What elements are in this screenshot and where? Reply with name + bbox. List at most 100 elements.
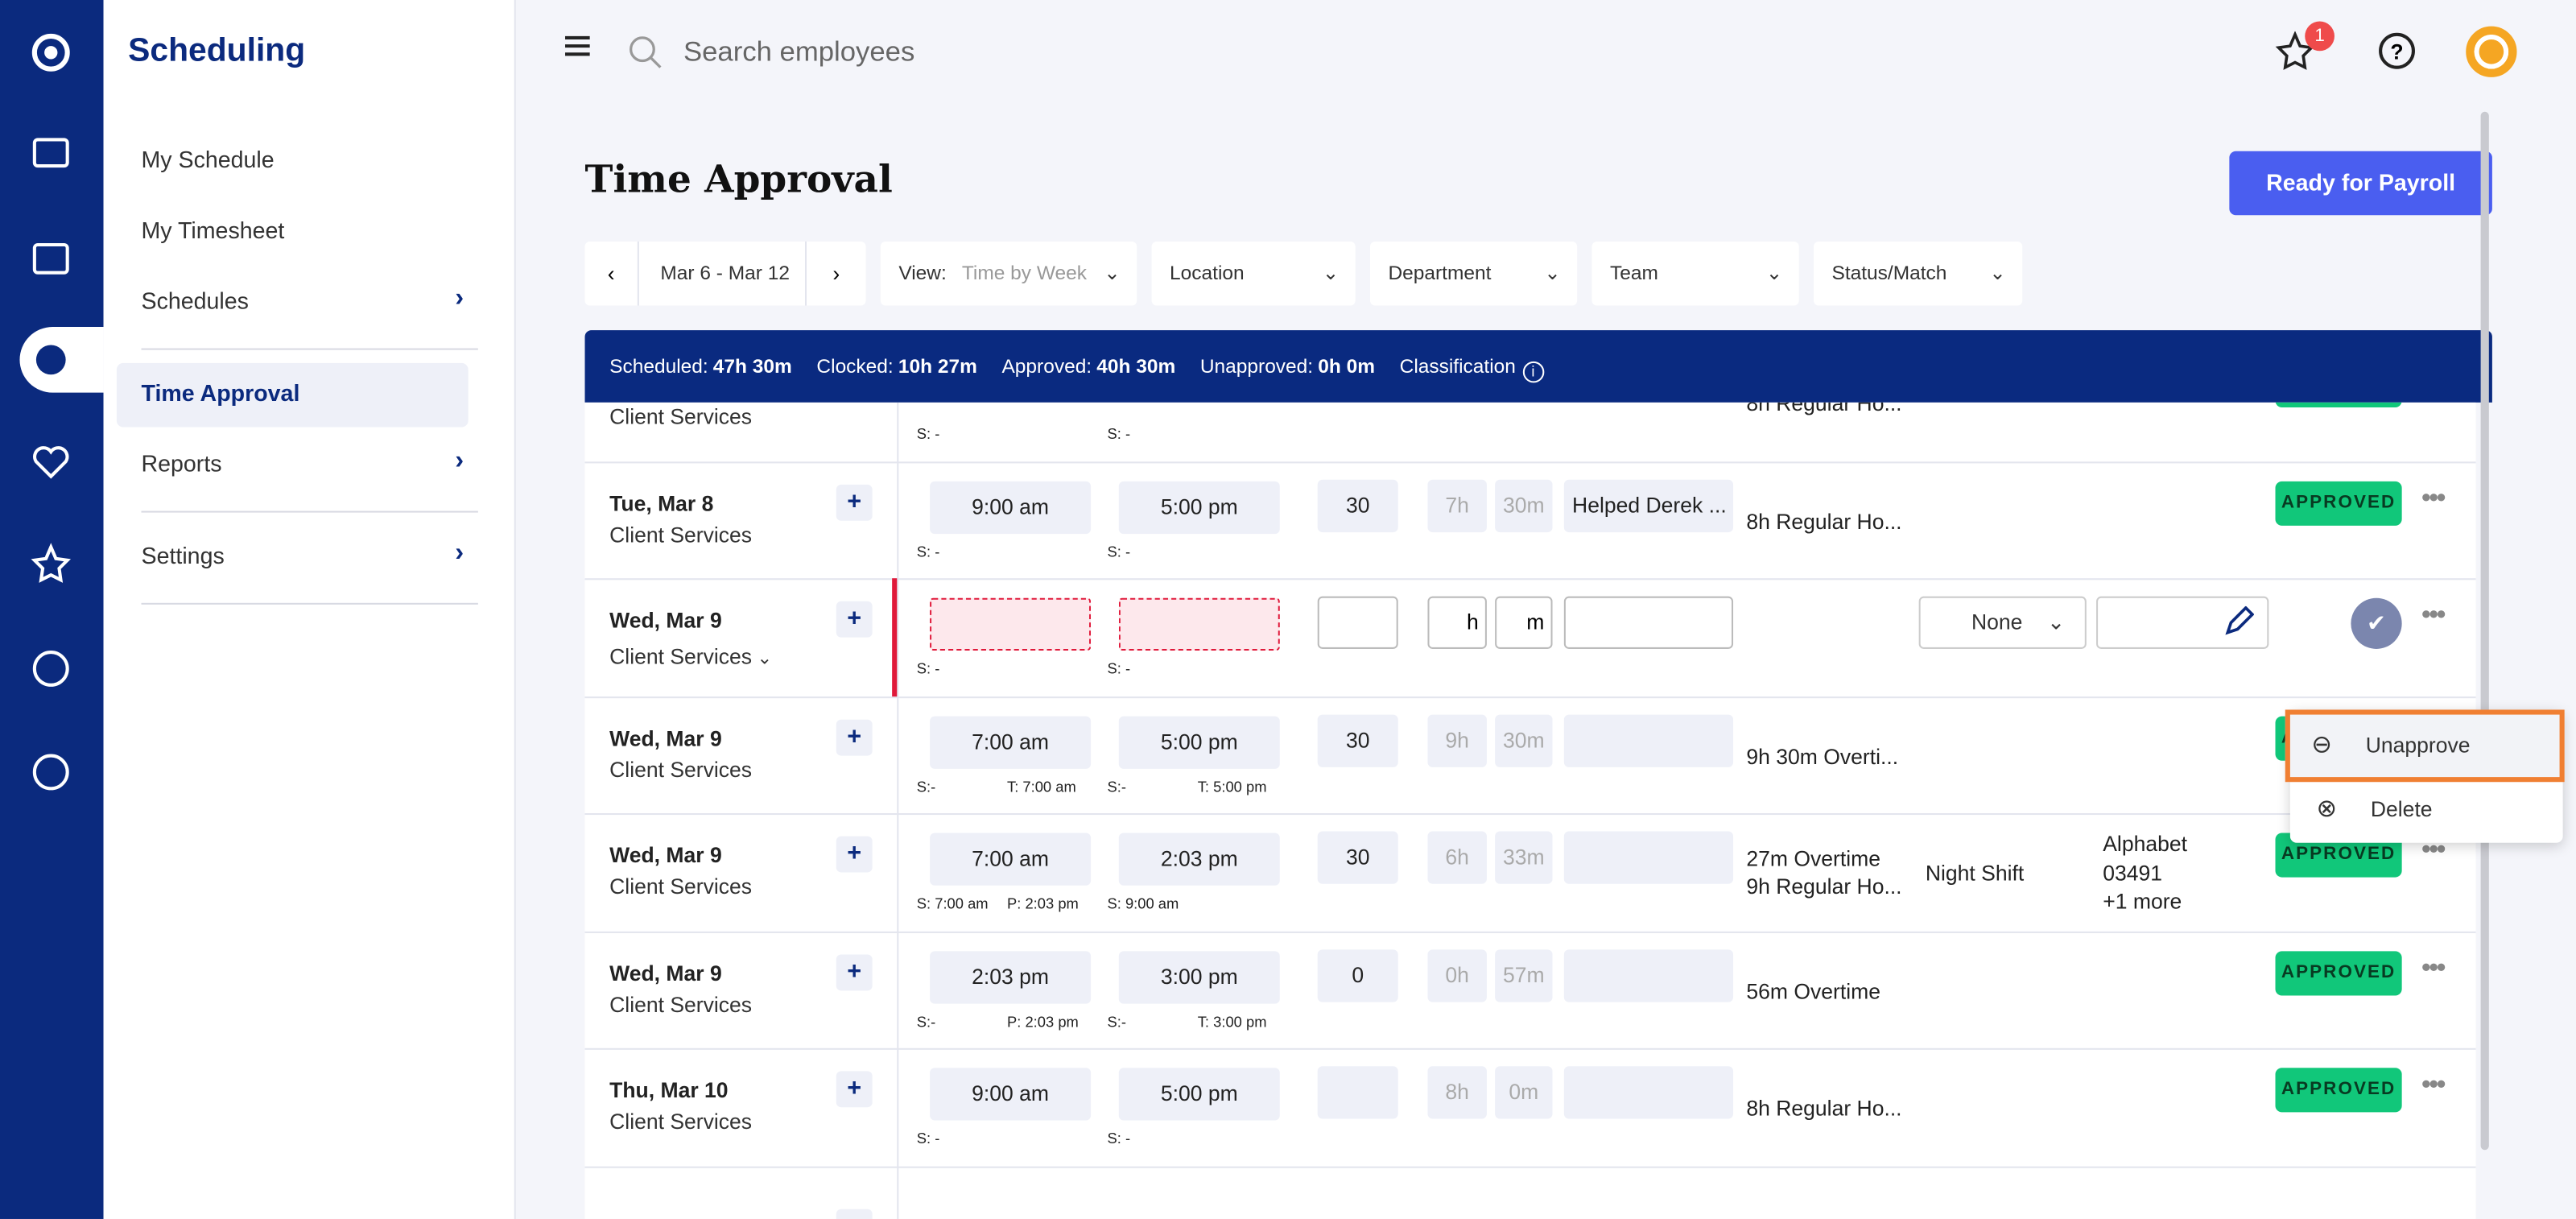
info-icon[interactable]: i: [1522, 361, 1544, 383]
summary-item: Unapproved: 0h 0m: [1200, 355, 1375, 378]
note-input[interactable]: [1563, 596, 1734, 649]
row-department: Client Services: [609, 991, 753, 1016]
menu-icon: ⊗: [2316, 795, 2338, 824]
shift-select[interactable]: None ⌄: [1918, 596, 2087, 649]
hours: 7h: [1427, 478, 1487, 532]
note[interactable]: [1563, 713, 1734, 767]
hours-input[interactable]: h: [1427, 596, 1487, 649]
note[interactable]: Helped Derek ...: [1563, 478, 1734, 532]
break-minutes[interactable]: 30: [1317, 713, 1398, 767]
time-table: Client Services S: - S: - 8h Regular Ho... A…: [584, 402, 2476, 1219]
row-date: Wed, Mar 9: [609, 725, 722, 750]
time-input[interactable]: [930, 597, 1092, 651]
start-time[interactable]: 9:00 am: [930, 480, 1092, 534]
end-time[interactable]: 5:00 pm: [1118, 480, 1280, 534]
add-entry-button[interactable]: +: [836, 718, 873, 755]
minutes-input[interactable]: m: [1495, 596, 1553, 649]
note[interactable]: [1563, 1066, 1734, 1119]
row-department: Client Services: [609, 874, 753, 899]
end-time[interactable]: 5:00 pm: [1118, 715, 1280, 768]
status-badge[interactable]: APPROVED: [2275, 1068, 2402, 1113]
filter-dropdown[interactable]: Department ⌄: [1370, 241, 1578, 306]
scheduled-label: S: -: [916, 425, 940, 442]
total-summary: 8h Regular Ho...: [1746, 508, 1902, 534]
scheduled-label: S:-: [1107, 778, 1127, 795]
scheduled-label: S:-: [1107, 1012, 1127, 1030]
nav-item[interactable]: My Timesheet: [141, 217, 285, 243]
avatar[interactable]: [2466, 26, 2517, 77]
end-time[interactable]: 2:03 pm: [1118, 833, 1280, 886]
break-minutes[interactable]: 30: [1317, 478, 1398, 532]
scrollbar: [2480, 111, 2489, 1151]
location-input[interactable]: [2096, 596, 2269, 649]
start-time[interactable]: 7:00 am: [930, 715, 1092, 768]
chevron: ⌄: [2047, 609, 2066, 634]
end-time[interactable]: 3:00 pm: [1118, 950, 1280, 1003]
add-entry-button[interactable]: [836, 1208, 873, 1219]
break-minutes[interactable]: 0: [1317, 948, 1398, 1002]
scheduled-label: P: 2:03 pm: [1007, 1012, 1079, 1030]
summary-label: Scheduled:: [609, 354, 708, 378]
view-dropdown[interactable]: View: Time by Week ⌄: [880, 241, 1137, 306]
status-badge[interactable]: APPROVED: [2275, 950, 2402, 995]
chevron: ⌄: [1544, 261, 1561, 284]
break-input[interactable]: [1317, 596, 1398, 649]
filter-dropdown[interactable]: Status/Match ⌄: [1814, 241, 2023, 306]
row-actions[interactable]: •••: [2421, 483, 2446, 512]
row-divider: [584, 930, 2476, 932]
row-actions[interactable]: •••: [2421, 1071, 2446, 1100]
ready-for-payroll-button[interactable]: Ready for Payroll: [2229, 151, 2492, 216]
menu-toggle[interactable]: [564, 35, 592, 58]
nav-item[interactable]: My Schedule: [141, 146, 275, 173]
add-entry-button[interactable]: +: [836, 1071, 873, 1108]
row-divider: [584, 461, 2476, 463]
break-minutes[interactable]: 30: [1317, 831, 1398, 884]
confirm-button[interactable]: ✔: [2351, 597, 2402, 649]
view-label: View:: [898, 261, 947, 284]
row-divider: [584, 696, 2476, 698]
nav-item[interactable]: Reports: [141, 450, 222, 477]
time-input[interactable]: [1118, 597, 1280, 651]
filter-dropdown[interactable]: Location ⌄: [1151, 241, 1356, 306]
chevron: ⌄: [1322, 261, 1340, 284]
menu-item[interactable]: ⊗ Delete: [2290, 780, 2563, 839]
nav-divider: [141, 510, 478, 513]
minutes: 33m: [1495, 831, 1553, 884]
row-divider: [584, 812, 2476, 816]
nav-item[interactable]: Settings: [141, 542, 225, 568]
note[interactable]: [1563, 831, 1734, 884]
hours: 8h: [1427, 1066, 1487, 1119]
add-entry-button[interactable]: +: [836, 601, 873, 638]
nav-chevron: ›: [455, 446, 464, 475]
nav-item[interactable]: Time Approval: [141, 379, 300, 406]
add-entry-button[interactable]: +: [836, 836, 873, 873]
notification-badge: 1: [2305, 21, 2334, 52]
row-actions[interactable]: •••: [2421, 953, 2446, 982]
date-range: Mar 6 - Mar 12: [660, 261, 790, 284]
start-time[interactable]: 9:00 am: [930, 1068, 1092, 1121]
status-badge[interactable]: APPROVED: [2275, 402, 2402, 408]
menu-item[interactable]: ⊖ Unapprove: [2285, 709, 2565, 783]
add-entry-button[interactable]: +: [836, 953, 873, 990]
scheduled-label: S: -: [916, 660, 940, 677]
minutes: 30m: [1495, 713, 1553, 767]
prev-week[interactable]: ‹: [585, 241, 639, 306]
row-actions[interactable]: •••: [2421, 601, 2446, 630]
nav-item[interactable]: Schedules: [141, 287, 249, 314]
end-time[interactable]: 5:00 pm: [1118, 1068, 1280, 1121]
add-entry-button[interactable]: +: [836, 483, 873, 520]
favorites-icon[interactable]: [2275, 31, 2318, 74]
help-icon[interactable]: ?: [2377, 31, 2417, 71]
search-icon: [630, 36, 662, 68]
start-time[interactable]: 7:00 am: [930, 833, 1092, 886]
start-time[interactable]: 2:03 pm: [930, 950, 1092, 1003]
hours: 6h: [1427, 831, 1487, 884]
next-week[interactable]: ›: [804, 241, 866, 306]
note[interactable]: [1563, 948, 1734, 1002]
status-badge[interactable]: APPROVED: [2275, 480, 2402, 525]
search-input[interactable]: Search employees: [683, 35, 915, 68]
break-minutes[interactable]: [1317, 1066, 1398, 1119]
nav-divider: [141, 602, 478, 605]
filter-dropdown[interactable]: Team ⌄: [1591, 241, 1799, 306]
